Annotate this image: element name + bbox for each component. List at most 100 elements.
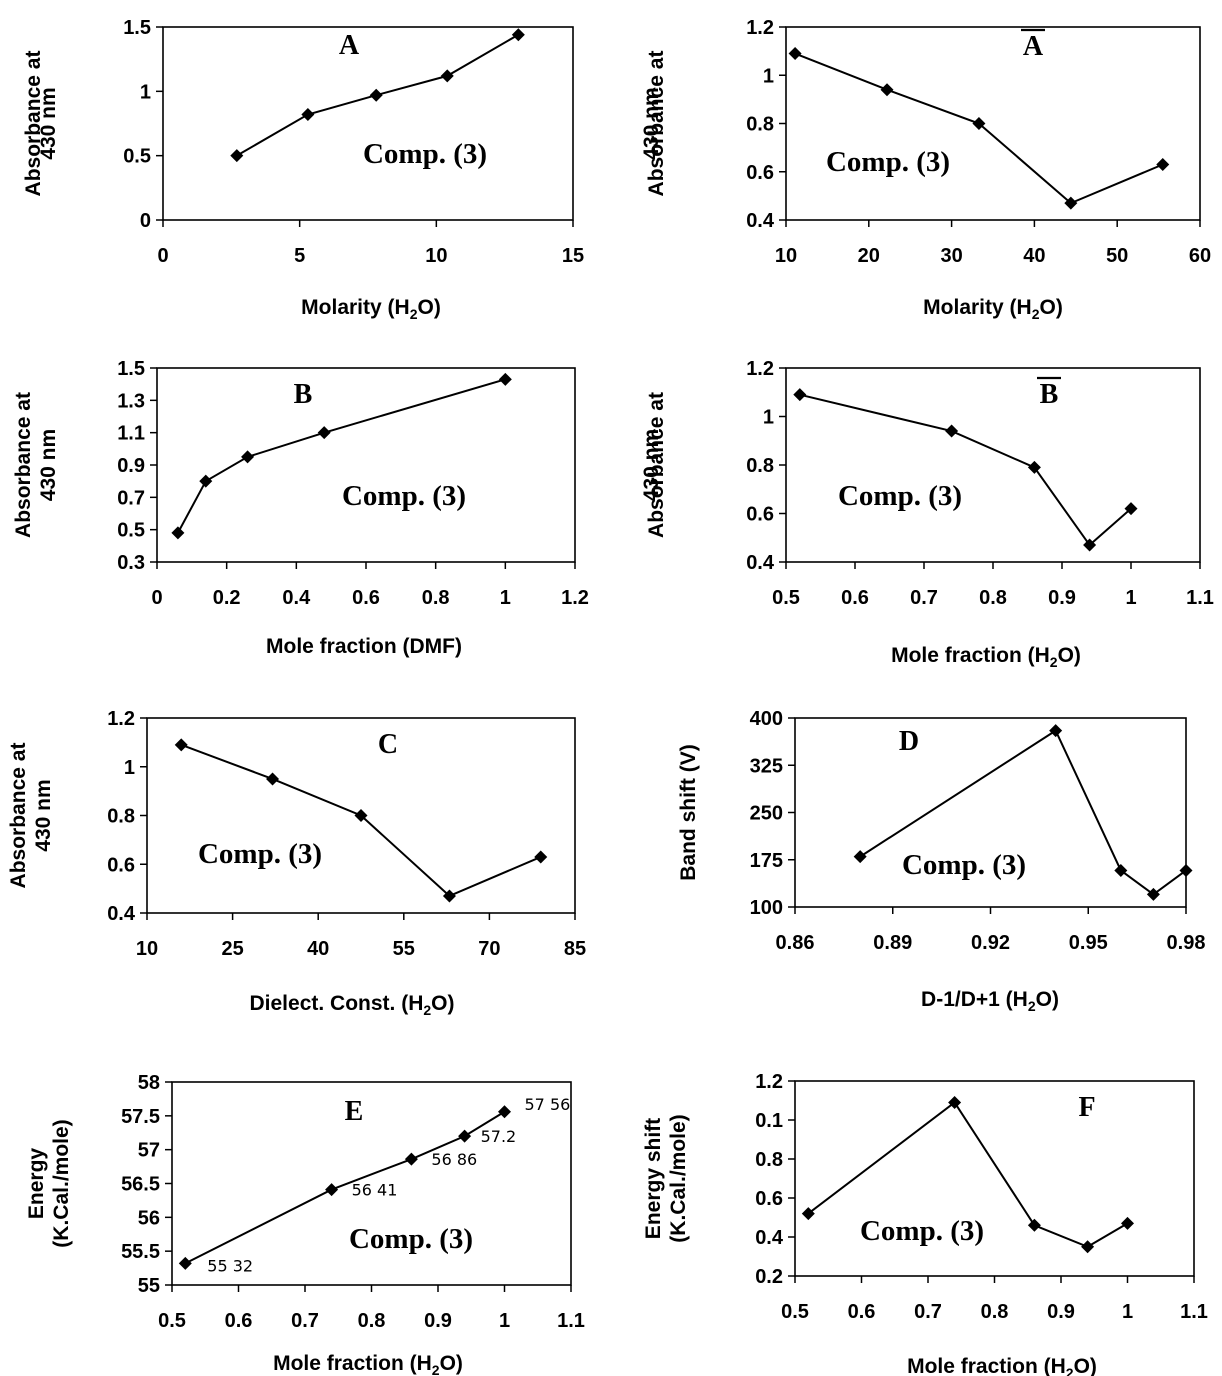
x-tick-label: 0.6: [225, 1310, 253, 1332]
x-axis-title: Mole fraction (H2​O): [273, 1352, 463, 1376]
y-axis-title: Energy shift: [642, 1118, 665, 1239]
y-axis-title: (K.Cal./mole): [667, 1114, 690, 1242]
y-tick-label: 55: [138, 1275, 160, 1297]
x-tick-label: 10: [775, 245, 797, 267]
x-tick-label: 40: [307, 938, 329, 960]
y-axis-title: Absorbance at: [22, 51, 45, 197]
compound-annotation: Comp. (3): [860, 1215, 984, 1247]
x-tick-label: 0.5: [158, 1310, 186, 1332]
data-point: [266, 772, 280, 786]
x-tick-label: 15: [562, 245, 584, 267]
y-tick-label: 0.3: [117, 552, 145, 574]
x-axis-title: Molarity (H2​O): [301, 296, 441, 322]
data-point: [1121, 1216, 1134, 1230]
compound-annotation: Comp. (3): [198, 838, 322, 870]
y-axis-title: (K.Cal./mole): [50, 1119, 73, 1247]
x-tick-label: 1.1: [1180, 1301, 1208, 1323]
chart-panel-b-bar: 0.4 0.6 0.8 1 1.2 0.5 0.6 0.7 0.8 0.9 1 1.1 B Comp. (…: [640, 358, 1214, 670]
y-tick-label: 56.5: [121, 1174, 160, 1196]
x-tick-label: 0.6: [841, 587, 869, 609]
x-axis-title: D-1/D+1 (H2​O): [921, 988, 1059, 1014]
y-tick-label: 0.9: [117, 455, 145, 477]
panel-label: C: [378, 729, 398, 760]
x-tick-label: 0.92: [971, 932, 1010, 954]
data-point: [230, 149, 244, 163]
data-point: [498, 372, 512, 386]
x-tick-label: 60: [1189, 245, 1211, 267]
x-tick-label: 0.5: [781, 1301, 809, 1323]
x-axis-title: Mole fraction (DMF): [266, 635, 462, 658]
y-tick-label: 57: [138, 1140, 160, 1162]
y-tick-label: 1.5: [117, 358, 145, 380]
y-tick-label: 1: [763, 407, 774, 429]
x-tick-label: 0.2: [213, 587, 241, 609]
y-tick-label: 0.8: [746, 455, 774, 477]
x-tick-label: 0: [157, 245, 168, 267]
y-tick-label: 0: [140, 210, 151, 232]
data-point: [498, 1105, 511, 1119]
y-tick-label: 325: [750, 755, 783, 777]
x-axis-title: Mole fraction (H2​O): [891, 644, 1081, 670]
data-point: [788, 47, 802, 61]
x-tick-label: 0.9: [1048, 587, 1076, 609]
y-tick-label: 55.5: [121, 1241, 160, 1263]
compound-annotation: Comp. (3): [342, 480, 466, 512]
y-tick-label: 0.4: [107, 903, 136, 925]
data-point: [199, 474, 213, 488]
y-tick-label: 1.3: [117, 390, 145, 412]
x-tick-label: 1.2: [561, 587, 589, 609]
y-tick-label: 1.1: [117, 423, 145, 445]
x-tick-label: 40: [1023, 245, 1045, 267]
panel-label: E: [345, 1096, 364, 1127]
y-tick-label: 0.1: [755, 1110, 783, 1132]
y-axis-title: Energy: [25, 1148, 48, 1220]
data-point: [171, 526, 185, 540]
data-point: [458, 1129, 472, 1143]
data-point: [1124, 502, 1138, 516]
data-point: [1064, 196, 1078, 210]
y-tick-label: 250: [750, 803, 783, 825]
data-point: [442, 889, 456, 903]
x-tick-label: 85: [564, 938, 586, 960]
x-tick-label: 0.98: [1167, 932, 1206, 954]
y-axis-title: Absorbance at: [645, 51, 668, 197]
panel-label: A: [339, 30, 360, 61]
data-point: [511, 28, 525, 42]
y-axis-title: Band shift (V): [677, 744, 700, 881]
panel-label: F: [1078, 1092, 1095, 1123]
chart-panel-a-bar: 0.4 0.6 0.8 1 1.2 10 20 30 40 50 60 A Comp. (3) Molar…: [640, 17, 1211, 322]
y-axis-title: 430 nm: [37, 429, 60, 501]
y-axis-title: Absorbance at: [12, 392, 35, 538]
y-tick-label: 0.8: [107, 806, 135, 828]
x-tick-label: 1.1: [557, 1310, 585, 1332]
x-tick-label: 1: [500, 587, 511, 609]
y-tick-label: 100: [750, 897, 783, 919]
data-point: [880, 83, 894, 97]
data-point: [404, 1152, 418, 1166]
x-tick-label: 1: [499, 1310, 510, 1332]
data-point: [325, 1183, 339, 1197]
x-tick-label: 0.6: [352, 587, 380, 609]
data-point: [1081, 1240, 1095, 1254]
y-tick-label: 175: [750, 850, 783, 872]
x-tick-label: 0.7: [910, 587, 938, 609]
y-tick-label: 1.5: [123, 17, 151, 39]
x-tick-label: 0.6: [848, 1301, 876, 1323]
compound-annotation: Comp. (3): [902, 849, 1026, 881]
compound-annotation: Comp. (3): [349, 1223, 473, 1255]
plot-area: [785, 367, 1201, 563]
x-tick-label: 1: [1122, 1301, 1133, 1323]
x-tick-label: 1: [1125, 587, 1136, 609]
data-point: [174, 738, 188, 752]
x-tick-label: 0.8: [422, 587, 450, 609]
y-tick-label: 0.5: [117, 520, 145, 542]
data-point: [948, 1095, 962, 1109]
y-tick-label: 0.7: [117, 487, 145, 509]
y-axis-title: 430 nm: [32, 779, 55, 851]
data-point: [1114, 863, 1128, 877]
compound-annotation: Comp. (3): [826, 146, 950, 178]
chart-panel-f: 0.2 0.4 0.6 0.8 0.1 1.2 0.5 0.6 0.7 0.8 0.9 1 1.1 F Co…: [642, 1071, 1208, 1376]
data-point: [1156, 158, 1170, 172]
x-axis-title: Molarity (H2​O): [923, 296, 1063, 322]
y-tick-label: 0.2: [755, 1266, 783, 1288]
